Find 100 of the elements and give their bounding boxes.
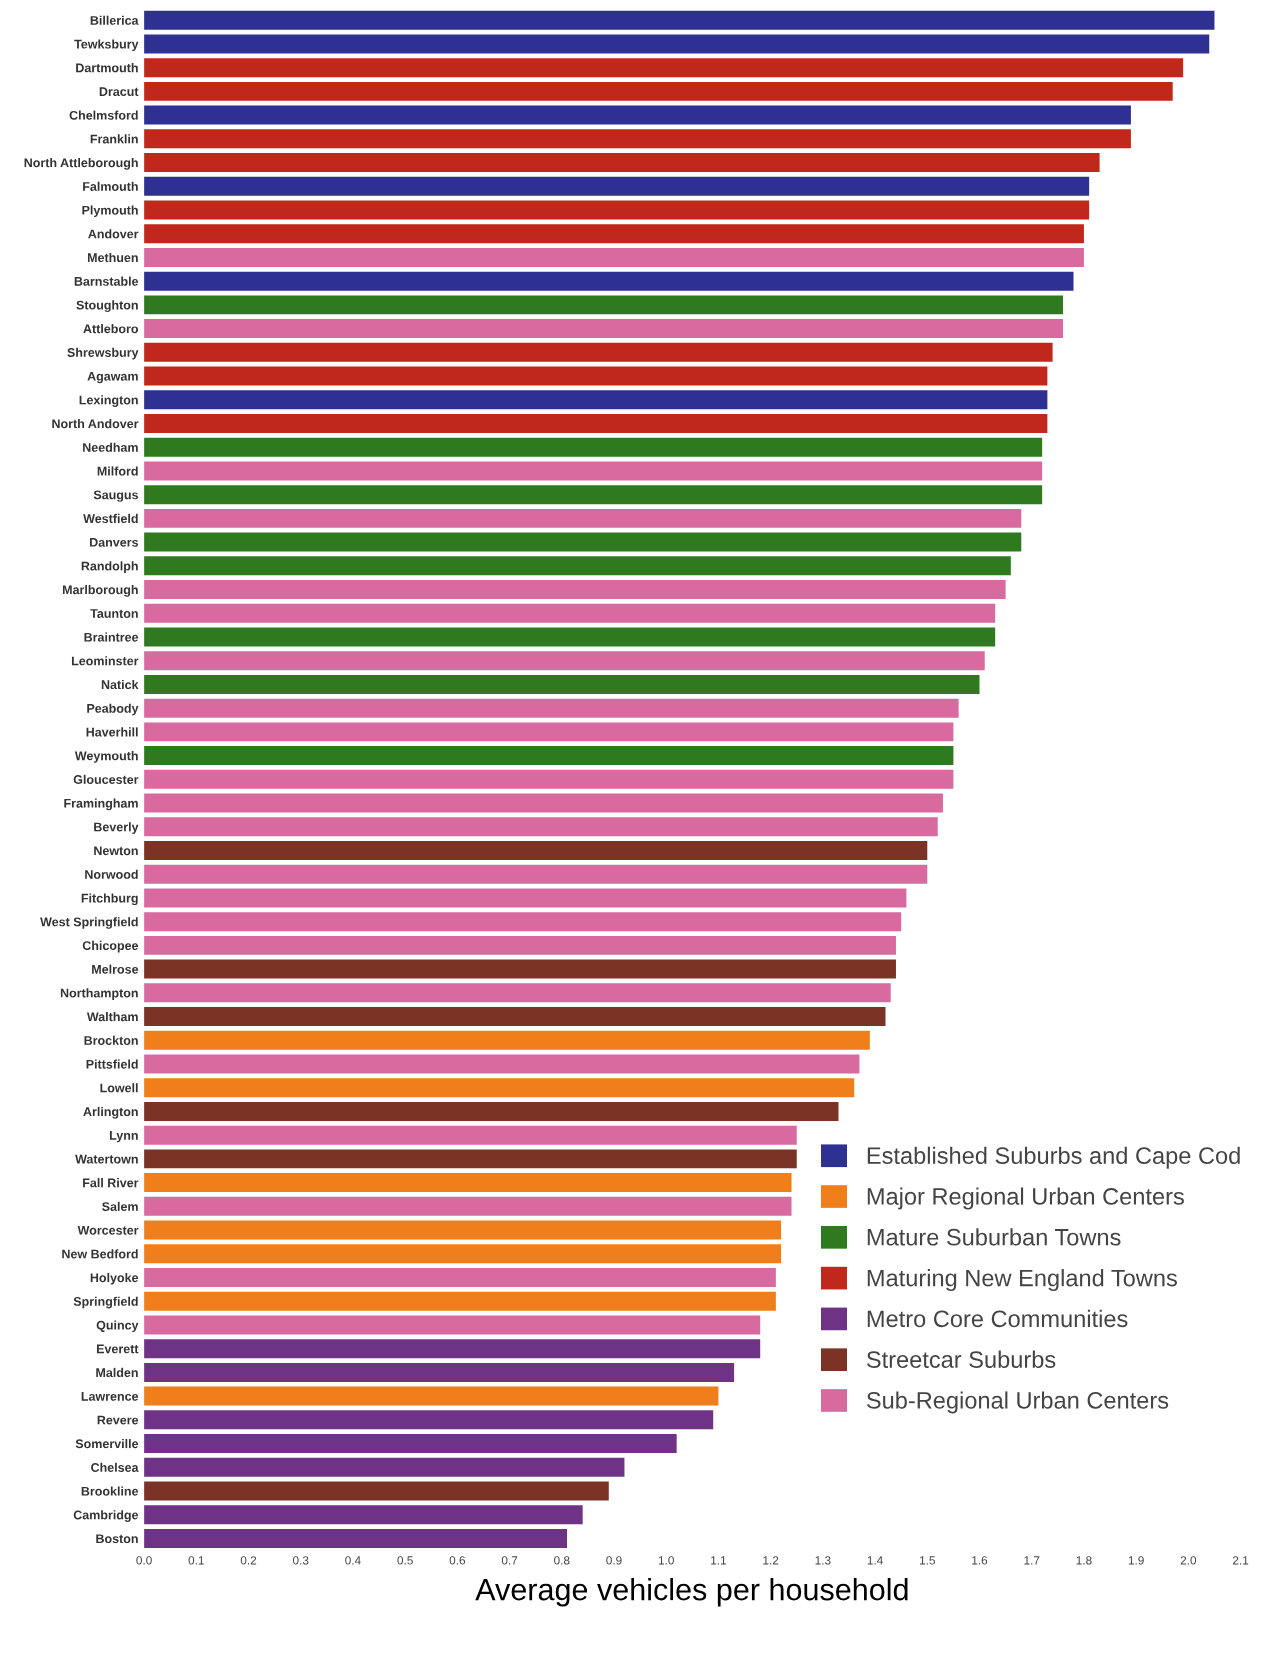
y-tick-label: Lawrence xyxy=(81,1392,139,1401)
y-tick-label: Norwood xyxy=(85,869,138,879)
bar xyxy=(144,295,1064,315)
y-tick-label: Shrewsbury xyxy=(67,347,139,360)
bar xyxy=(144,912,902,932)
bar xyxy=(144,698,959,718)
bar xyxy=(144,1291,776,1311)
y-tick-label: Framingham xyxy=(64,798,138,811)
x-tick-label: 0.0 xyxy=(136,1556,152,1565)
bar xyxy=(144,247,1084,267)
x-tick-label: 0.4 xyxy=(345,1556,361,1565)
y-tick-label: Randolph xyxy=(81,561,138,573)
y-tick-label: Braintree xyxy=(84,632,139,642)
bar xyxy=(144,746,954,766)
x-tick-label: 1.4 xyxy=(867,1556,883,1565)
bar xyxy=(144,935,896,955)
y-tick-label: Fitchburg xyxy=(81,893,138,906)
bar xyxy=(144,674,980,694)
x-tick-label: 1.3 xyxy=(815,1556,831,1565)
y-tick-label: Arlington xyxy=(83,1106,138,1119)
y-tick-label: Franklin xyxy=(90,134,138,144)
y-tick-label: Pittsfield xyxy=(86,1059,138,1069)
legend-label: Established Suburbs and Cape Cod xyxy=(867,1146,1240,1169)
x-tick-label: 0.8 xyxy=(554,1556,570,1565)
bar xyxy=(144,1434,677,1454)
bar xyxy=(144,1457,625,1477)
bar xyxy=(144,793,943,813)
bar xyxy=(144,81,1173,101)
y-tick-label: Methuen xyxy=(87,252,138,263)
bar xyxy=(144,1125,797,1145)
bar xyxy=(144,1054,860,1074)
y-tick-label: Salem xyxy=(102,1201,138,1211)
y-tick-label: Stoughton xyxy=(76,300,138,313)
y-tick-label: Saugus xyxy=(93,490,139,502)
legend-label: Streetcar Suburbs xyxy=(866,1350,1056,1368)
bar xyxy=(144,366,1048,386)
bar xyxy=(144,10,1215,30)
x-tick-label: 0.3 xyxy=(292,1556,309,1565)
bar xyxy=(144,1030,870,1050)
y-tick-label: Attleboro xyxy=(83,324,139,334)
bar xyxy=(144,722,954,742)
x-tick-label: 1.7 xyxy=(1024,1556,1040,1565)
legend-label: Major Regional Urban Centers xyxy=(867,1187,1184,1210)
bar xyxy=(144,532,1022,552)
y-tick-label: Beverly xyxy=(94,822,139,834)
x-tick-label: 2.1 xyxy=(1232,1556,1249,1565)
y-tick-label: North Andover xyxy=(52,418,139,429)
x-tick-label: 0.6 xyxy=(449,1556,466,1565)
bar xyxy=(144,603,996,623)
y-tick-label: Plymouth xyxy=(82,205,138,218)
y-tick-label: Watertown xyxy=(75,1154,138,1164)
x-tick-label: 1.8 xyxy=(1076,1556,1092,1565)
bar xyxy=(144,34,1210,54)
bar xyxy=(144,200,1090,220)
bar xyxy=(144,413,1048,433)
y-tick-label: Revere xyxy=(97,1415,139,1425)
bar xyxy=(144,1078,855,1098)
y-tick-label: Danvers xyxy=(90,538,139,547)
y-tick-label: Waltham xyxy=(86,1012,138,1022)
x-tick-label: 0.9 xyxy=(606,1556,622,1565)
bar xyxy=(144,1220,782,1240)
legend-label: Sub-Regional Urban Centers xyxy=(866,1391,1169,1414)
y-tick-label: Billerica xyxy=(90,15,139,25)
bar xyxy=(144,105,1131,125)
y-tick-label: Melrose xyxy=(92,964,139,974)
legend-label: Metro Core Communities xyxy=(867,1309,1128,1328)
y-tick-label: Marlborough xyxy=(62,585,138,597)
x-tick-label: 1.5 xyxy=(919,1556,935,1565)
y-tick-label: Boston xyxy=(96,1534,138,1544)
bar xyxy=(144,1528,568,1548)
y-tick-label: Weymouth xyxy=(74,751,138,763)
y-tick-label: Peabody xyxy=(87,703,139,716)
y-tick-label: Fall River xyxy=(83,1178,139,1188)
bar xyxy=(144,959,896,979)
y-tick-label: Cambridge xyxy=(73,1510,139,1522)
x-tick-label: 1.9 xyxy=(1128,1556,1144,1565)
bar xyxy=(144,1481,609,1501)
bar xyxy=(144,1386,719,1406)
bar xyxy=(144,1315,761,1335)
bar xyxy=(144,485,1043,505)
x-tick-label: 1.0 xyxy=(658,1556,674,1565)
bar xyxy=(144,342,1053,362)
x-tick-label: 1.1 xyxy=(711,1556,727,1565)
y-tick-label: Quincy xyxy=(96,1320,139,1333)
x-tick-label: 1.2 xyxy=(763,1556,779,1565)
y-tick-label: West Springfield xyxy=(40,917,138,929)
bar xyxy=(144,153,1100,173)
bar xyxy=(144,841,928,860)
y-tick-label: Andover xyxy=(88,229,139,239)
bar xyxy=(144,508,1022,528)
bar xyxy=(144,1007,886,1027)
legend-label: Maturing New England Towns xyxy=(867,1269,1177,1292)
y-tick-label: Chicopee xyxy=(82,940,139,953)
bar xyxy=(144,769,954,789)
bar xyxy=(144,1505,583,1525)
bar xyxy=(144,1149,797,1169)
y-tick-label: Everett xyxy=(96,1344,139,1354)
y-tick-label: Haverhill xyxy=(86,727,138,737)
bar xyxy=(144,176,1090,196)
bar xyxy=(144,627,996,647)
